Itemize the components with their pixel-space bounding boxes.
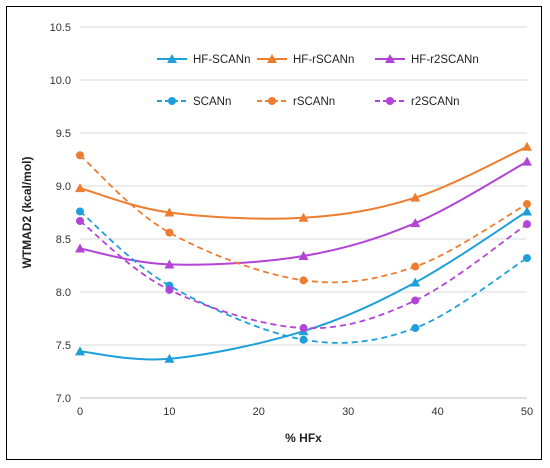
series-scann xyxy=(76,207,531,344)
legend-marker xyxy=(386,97,394,105)
data-point xyxy=(165,228,174,237)
data-point xyxy=(523,200,531,209)
legend-label: HF-SCANn xyxy=(193,54,251,66)
y-tick-labels: 7.0 7.5 8.0 8.5 9.0 9.5 10.0 10.5 xyxy=(50,22,71,405)
legend-label: HF-r2SCANn xyxy=(411,54,479,66)
x-axis-title: % HFx xyxy=(285,431,322,445)
data-point xyxy=(410,218,421,228)
y-axis-title: WTMAD2 (kcal/mol) xyxy=(20,156,34,268)
line-chart: 7.0 7.5 8.0 8.5 9.0 9.5 10.0 10.5 0 10 20 30 40 50 H… xyxy=(20,22,533,445)
series-hf-r2scann xyxy=(75,156,532,269)
legend-item: r2SCANn xyxy=(375,96,460,108)
data-point xyxy=(299,276,308,285)
data-point xyxy=(298,212,309,222)
legend-marker xyxy=(385,54,395,63)
y-tick-label: 7.5 xyxy=(56,340,71,352)
data-point xyxy=(411,296,420,305)
legend-label: r2SCANn xyxy=(411,96,460,108)
data-point xyxy=(522,141,532,151)
series-line xyxy=(79,145,528,220)
data-point xyxy=(75,243,85,253)
data-point xyxy=(75,183,85,193)
x-tick-label: 30 xyxy=(342,406,354,418)
y-tick-label: 10.5 xyxy=(50,22,71,34)
legend-item: HF-rSCANn xyxy=(257,54,354,66)
gridlines xyxy=(80,26,527,346)
legend-marker xyxy=(168,97,176,105)
series-rscann xyxy=(76,151,531,285)
x-tick-labels: 0 10 20 30 40 50 xyxy=(77,406,533,418)
y-tick-label: 8.5 xyxy=(56,234,71,246)
x-tick-label: 20 xyxy=(253,406,265,418)
y-tick-label: 9.0 xyxy=(56,181,71,193)
y-tick-label: 7.0 xyxy=(56,393,71,405)
data-point xyxy=(410,192,421,202)
data-point xyxy=(522,156,532,166)
x-tick-label: 40 xyxy=(431,406,443,418)
legend: HF-SCANn HF-rSCANn HF-r2SCANn SCANn rSCANn r2… xyxy=(157,54,479,108)
legend-marker xyxy=(267,54,277,63)
data-point xyxy=(523,254,531,263)
data-point xyxy=(76,207,84,216)
y-tick-label: 10.0 xyxy=(50,75,71,87)
data-point xyxy=(523,220,531,229)
legend-label: HF-rSCANn xyxy=(293,54,354,66)
data-point xyxy=(165,285,174,294)
series-r2scann xyxy=(76,216,531,333)
legend-marker xyxy=(167,54,177,63)
data-point xyxy=(522,206,532,216)
data-point xyxy=(410,277,421,287)
chart-frame: 7.0 7.5 8.0 8.5 9.0 9.5 10.0 10.5 0 10 20 30 40 50 H… xyxy=(6,6,542,460)
data-point xyxy=(75,346,85,356)
data-point xyxy=(76,151,84,160)
data-point xyxy=(411,262,420,271)
data-point xyxy=(164,207,175,217)
y-tick-label: 8.0 xyxy=(56,287,71,299)
data-point xyxy=(298,250,309,260)
legend-item: HF-r2SCANn xyxy=(375,54,479,66)
x-tick-label: 0 xyxy=(77,406,83,418)
data-point xyxy=(299,324,308,333)
series-line xyxy=(79,220,528,330)
series xyxy=(75,141,532,363)
x-tick-label: 50 xyxy=(521,406,533,418)
legend-label: SCANn xyxy=(193,96,231,108)
legend-label: rSCANn xyxy=(293,96,335,108)
data-point xyxy=(164,259,175,269)
legend-item: SCANn xyxy=(157,96,231,108)
x-tick-label: 10 xyxy=(163,406,175,418)
data-point xyxy=(76,216,84,225)
legend-item: rSCANn xyxy=(257,96,335,108)
y-tick-label: 9.5 xyxy=(56,128,71,140)
series-hf-rscann xyxy=(75,141,532,222)
data-point xyxy=(411,324,420,333)
data-point xyxy=(299,335,308,344)
legend-item: HF-SCANn xyxy=(157,54,251,66)
data-point xyxy=(164,353,175,363)
legend-marker xyxy=(268,97,276,105)
